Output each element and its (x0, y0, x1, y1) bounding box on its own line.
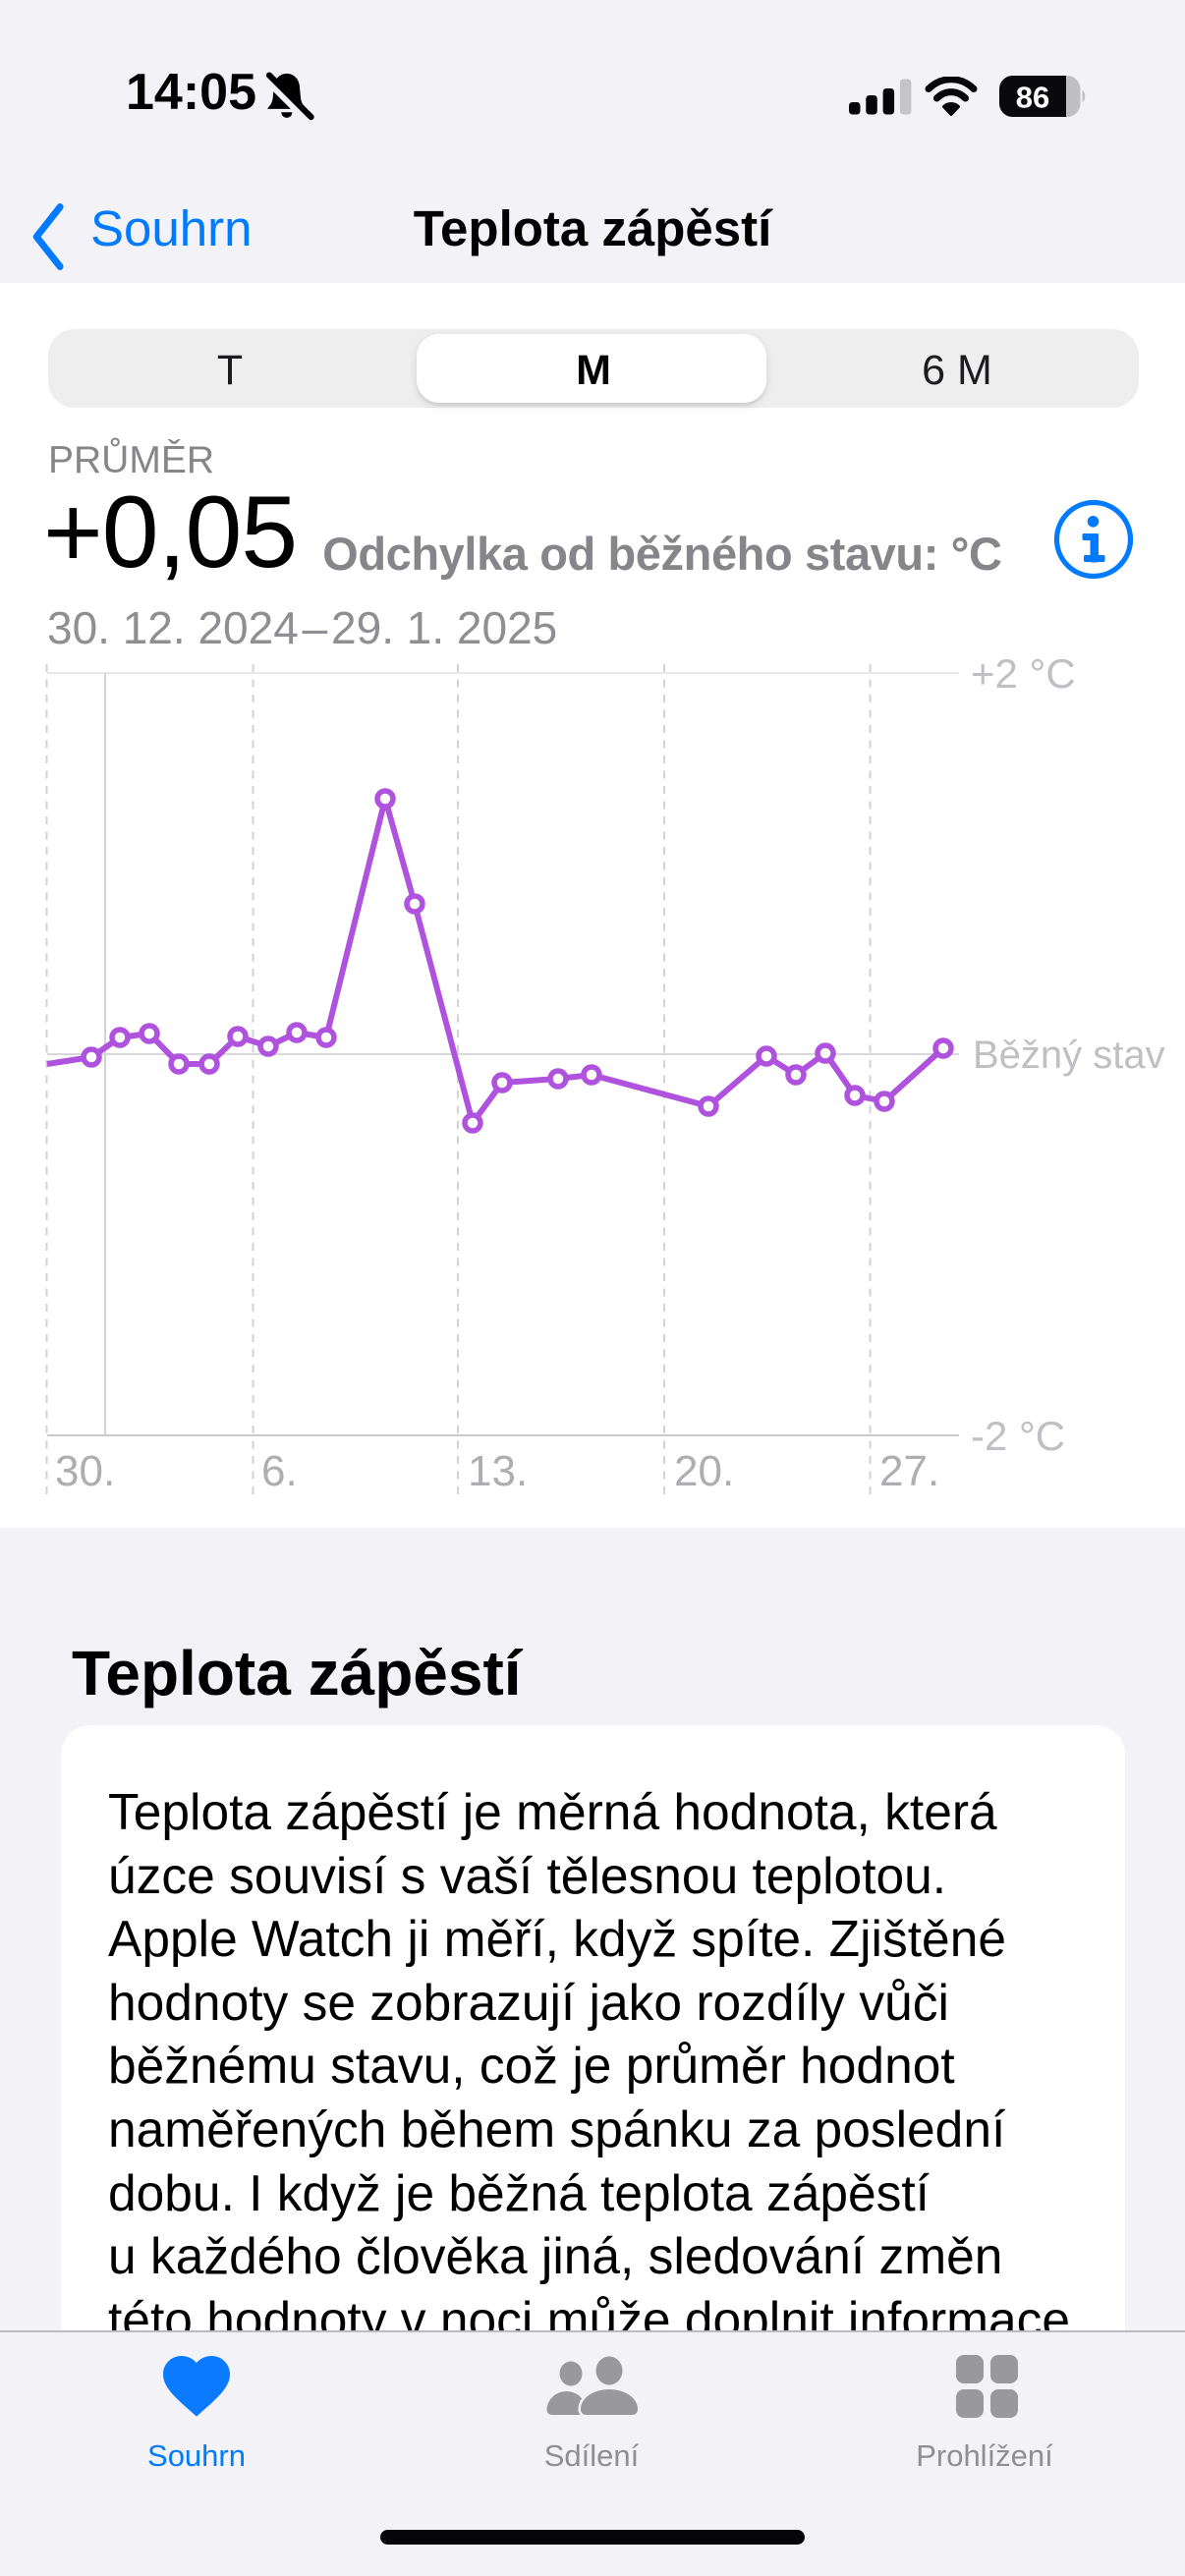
svg-text:-2 °C: -2 °C (971, 1413, 1065, 1459)
svg-text:27.: 27. (879, 1447, 939, 1495)
svg-text:6.: 6. (261, 1447, 298, 1495)
svg-text:30.: 30. (55, 1447, 115, 1495)
svg-text:20.: 20. (674, 1447, 734, 1495)
svg-text:13.: 13. (468, 1447, 528, 1495)
svg-text:+2 °C: +2 °C (971, 650, 1076, 697)
svg-text:86: 86 (1016, 81, 1049, 115)
svg-text:Běžný stav: Běžný stav (973, 1034, 1165, 1077)
